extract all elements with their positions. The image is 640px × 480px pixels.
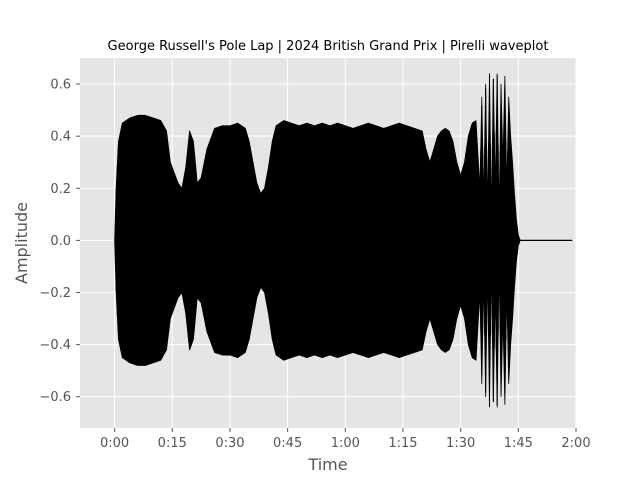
x-tick-label: 0:15 <box>158 436 187 451</box>
x-tick-label: 1:45 <box>504 436 533 451</box>
y-axis-label: Amplitude <box>12 202 31 284</box>
x-axis-label: Time <box>307 455 347 474</box>
x-tick-label: 1:00 <box>331 436 360 451</box>
x-axis-ticks: 0:00 0:15 0:30 0:45 1:00 1:15 1:30 1:45 2:00 <box>100 428 591 451</box>
x-tick-label: 2:00 <box>561 436 590 451</box>
x-tick-label: 0:45 <box>273 436 302 451</box>
x-tick-label: 0:00 <box>100 436 129 451</box>
x-tick-label: 0:30 <box>215 436 244 451</box>
x-tick-label: 1:15 <box>388 436 417 451</box>
y-tick-label: −0.2 <box>39 286 71 301</box>
y-tick-label: 0.4 <box>50 130 71 145</box>
waveform-series <box>114 73 573 408</box>
y-tick-label: −0.4 <box>39 338 71 353</box>
x-tick-label: 1:30 <box>446 436 475 451</box>
y-tick-label: −0.6 <box>39 390 71 405</box>
chart-title: George Russell's Pole Lap | 2024 British… <box>108 39 549 54</box>
y-tick-label: 0.0 <box>50 234 71 249</box>
y-tick-label: 0.6 <box>50 78 71 93</box>
y-tick-label: 0.2 <box>50 182 71 197</box>
y-axis-ticks: −0.6 −0.4 −0.2 0.0 0.2 0.4 0.6 <box>39 78 80 405</box>
